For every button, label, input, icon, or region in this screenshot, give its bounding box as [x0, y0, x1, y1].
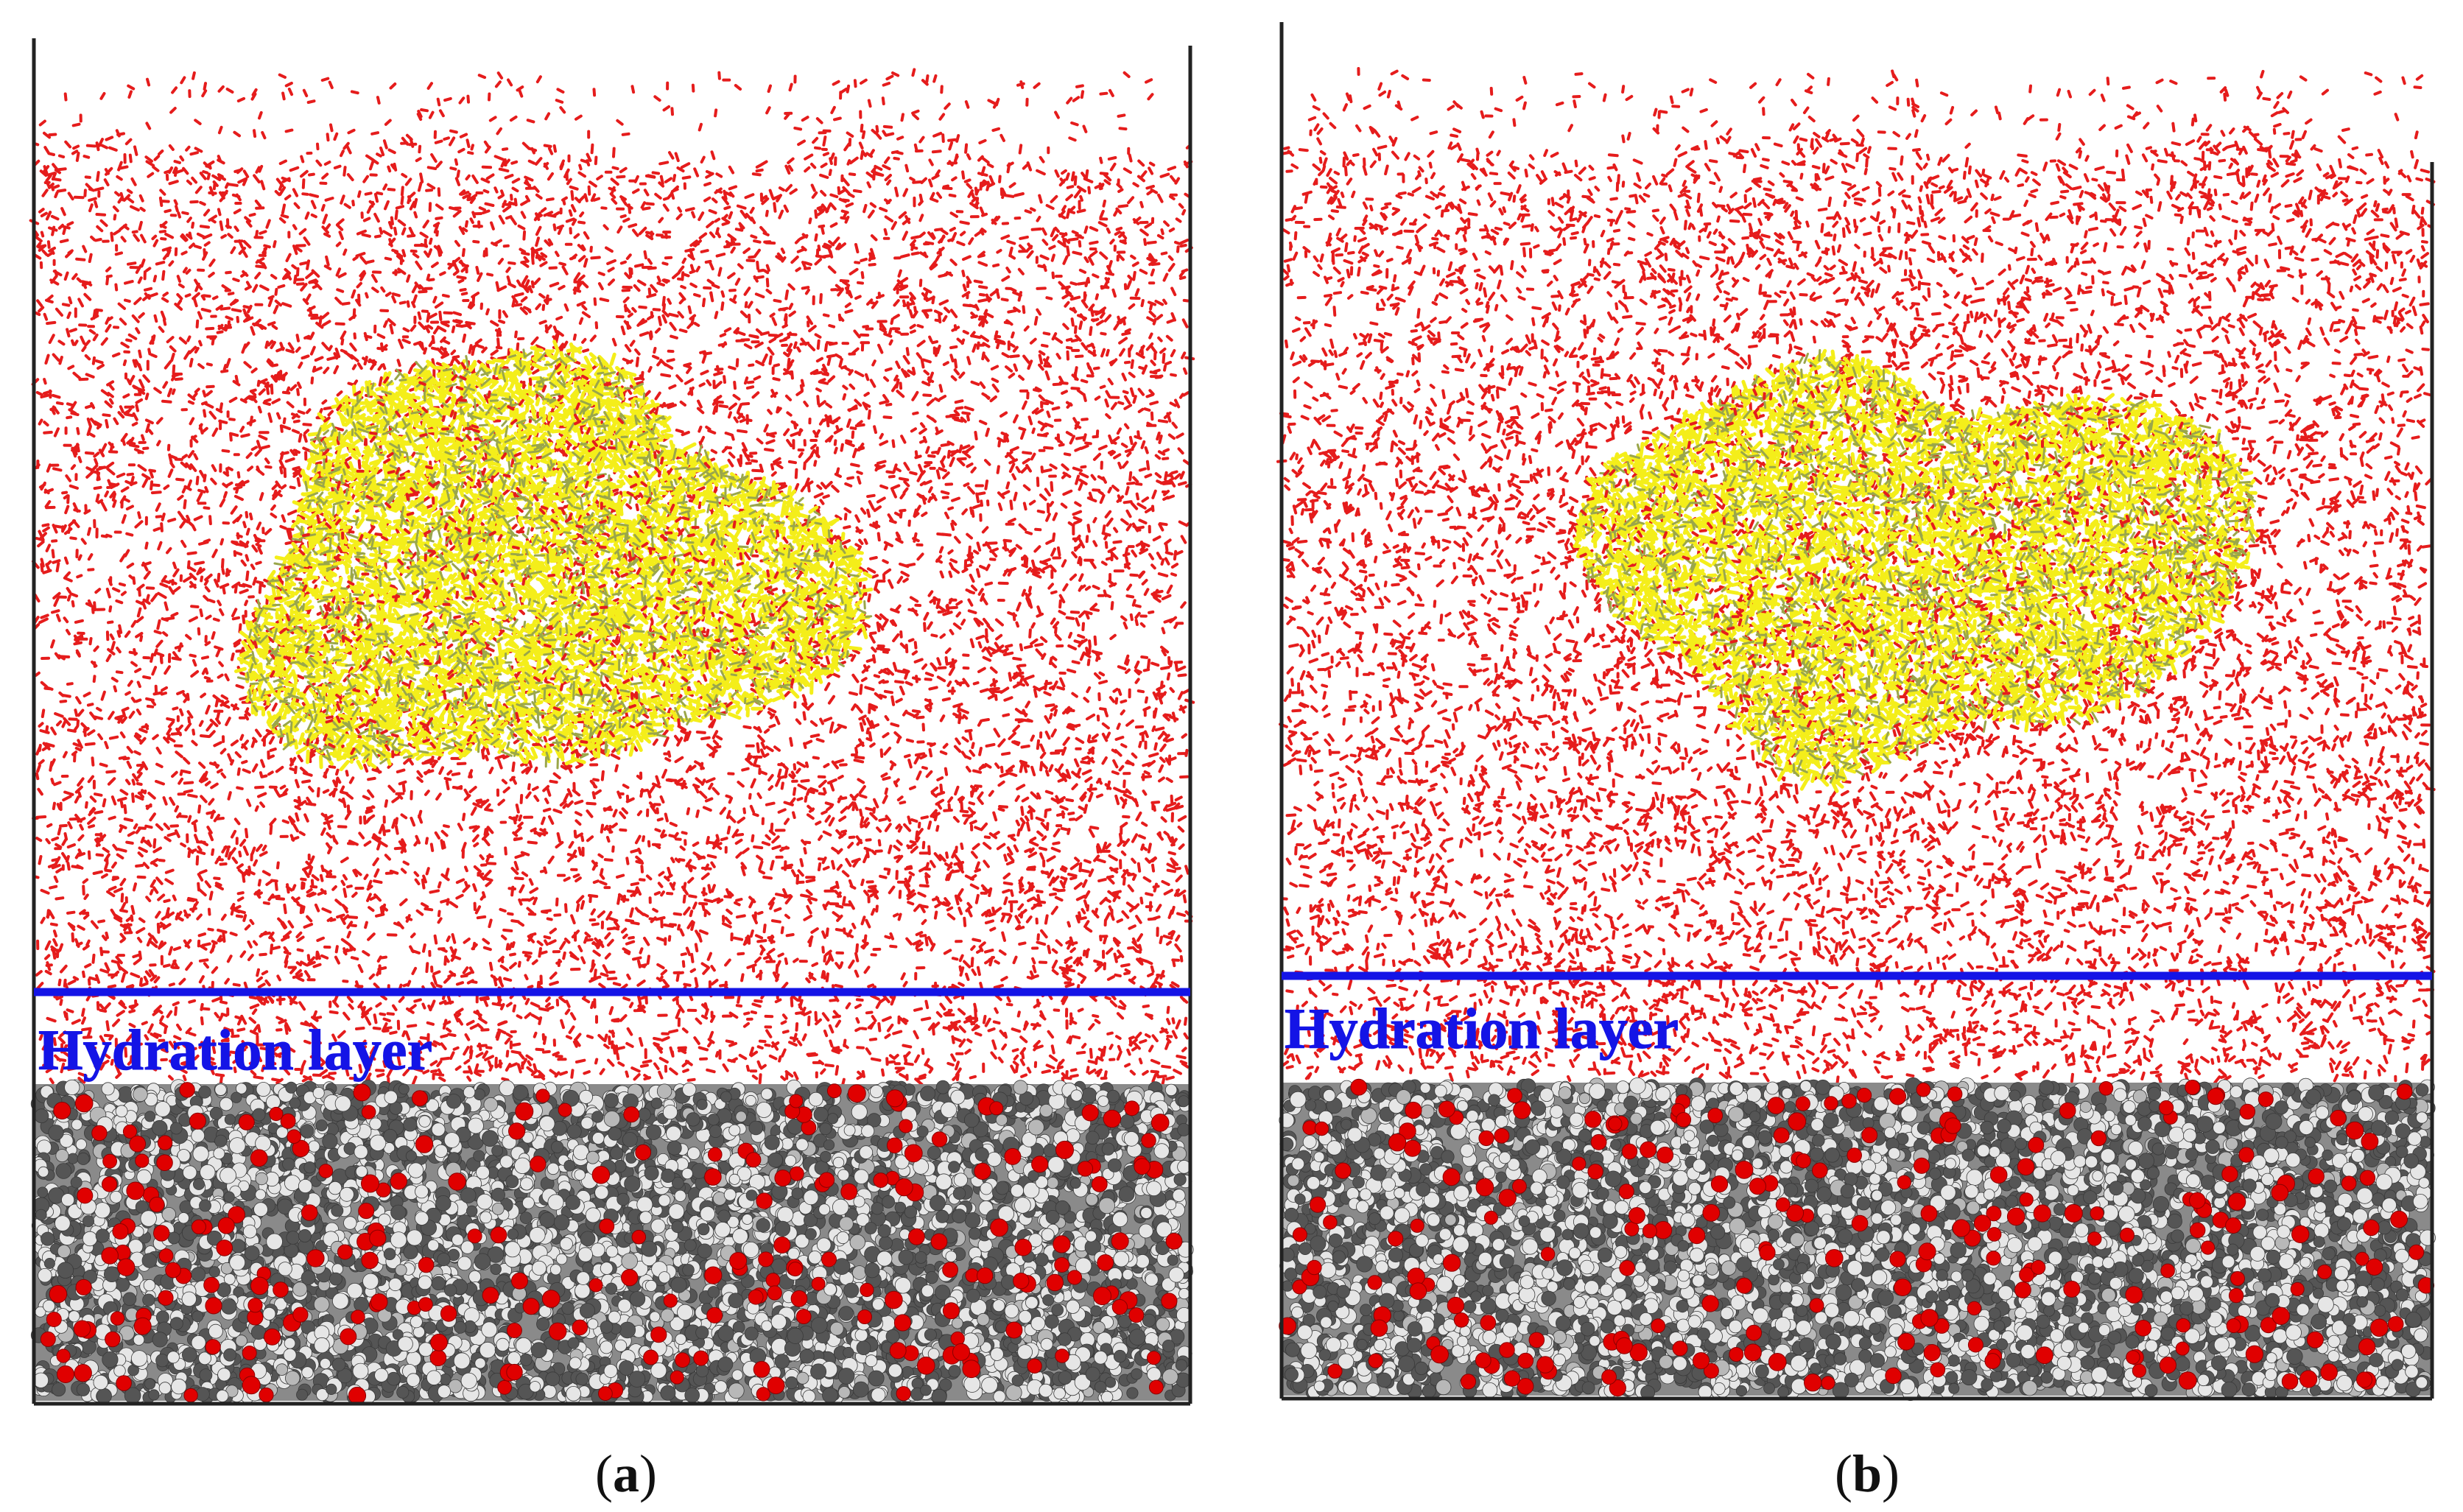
hydration-layer-label-a: Hydration layer [38, 1018, 433, 1082]
caption-a-letter: a [613, 1444, 639, 1503]
panel-a-box-edges [32, 38, 1192, 1406]
panel-b-oil-droplet [1573, 348, 2260, 793]
panel-b-water-molecules [1276, 67, 2436, 1086]
simulation-snapshot-a [29, 38, 1195, 1406]
caption-b-letter: b [1852, 1444, 1883, 1503]
caption-a-open-paren: ( [595, 1444, 613, 1503]
caption-a-close-paren: ) [639, 1444, 657, 1503]
caption-a: (a) [560, 1444, 692, 1505]
panel-a-oil-droplet [234, 340, 874, 772]
caption-b: (b) [1801, 1444, 1933, 1505]
panel-a: Hydration layer [27, 38, 1198, 1408]
panel-b-box-edges [1279, 22, 2434, 1401]
simulation-snapshot-b [1276, 22, 2436, 1402]
caption-b-close-paren: ) [1882, 1444, 1900, 1503]
hydration-layer-label-b: Hydration layer [1284, 996, 1679, 1061]
caption-b-open-paren: ( [1834, 1444, 1852, 1503]
panel-b: Hydration layer [1274, 22, 2438, 1403]
panel-a-solid-surface [30, 1079, 1194, 1405]
panel-b-solid-surface [1279, 1077, 2436, 1402]
